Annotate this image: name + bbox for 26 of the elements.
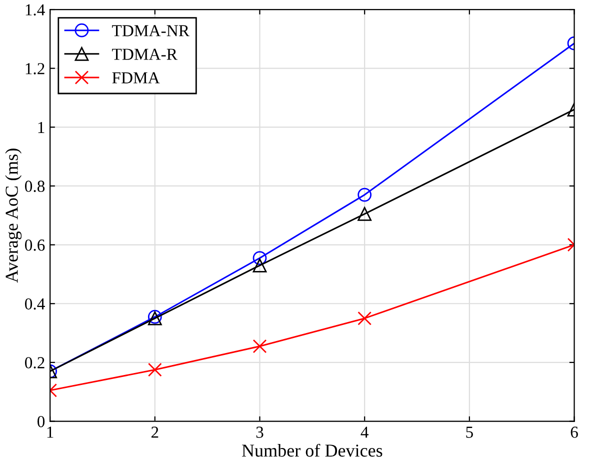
x-tick-label: 4 (360, 426, 368, 438)
x-tick-label: 3 (256, 426, 264, 438)
point (148, 362, 162, 377)
y-tick-label: 0 (38, 416, 45, 428)
point (358, 206, 372, 221)
y-axis-title: Average AoC (ms) (5, 148, 22, 283)
y-tick-label: 0.4 (25, 298, 45, 310)
point (252, 339, 267, 354)
x-tick-label: 5 (466, 426, 473, 438)
point (252, 251, 267, 265)
point (358, 188, 372, 202)
y-tick-label: 1.4 (26, 4, 45, 16)
y-tick-label: 1 (38, 122, 44, 133)
legend-label: TDMA-R (112, 48, 178, 60)
y-tick-label: 0.6 (25, 240, 45, 251)
y-tick-label: 0.2 (25, 357, 44, 368)
y-tick-label: 0.8 (25, 180, 45, 192)
legend-label: FDMA (112, 72, 160, 84)
x-tick-label: 1 (47, 426, 54, 438)
point (252, 258, 267, 272)
y-tick-label: 1.2 (26, 63, 44, 74)
legend-label: TDMA-NR (112, 25, 190, 36)
x-tick-label: 2 (151, 426, 158, 438)
point (358, 311, 372, 326)
x-tick-label: 6 (570, 426, 578, 438)
x-axis-title: Number of Devices (242, 444, 382, 457)
